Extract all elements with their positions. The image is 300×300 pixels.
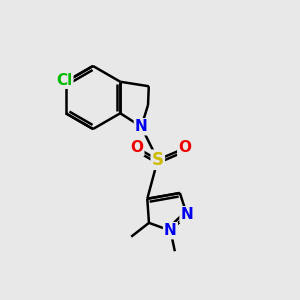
Text: N: N — [181, 207, 193, 222]
Text: Cl: Cl — [56, 73, 72, 88]
Text: O: O — [178, 140, 191, 155]
Text: N: N — [135, 119, 148, 134]
Text: N: N — [164, 223, 177, 238]
Text: S: S — [152, 151, 164, 169]
Text: O: O — [130, 140, 143, 155]
